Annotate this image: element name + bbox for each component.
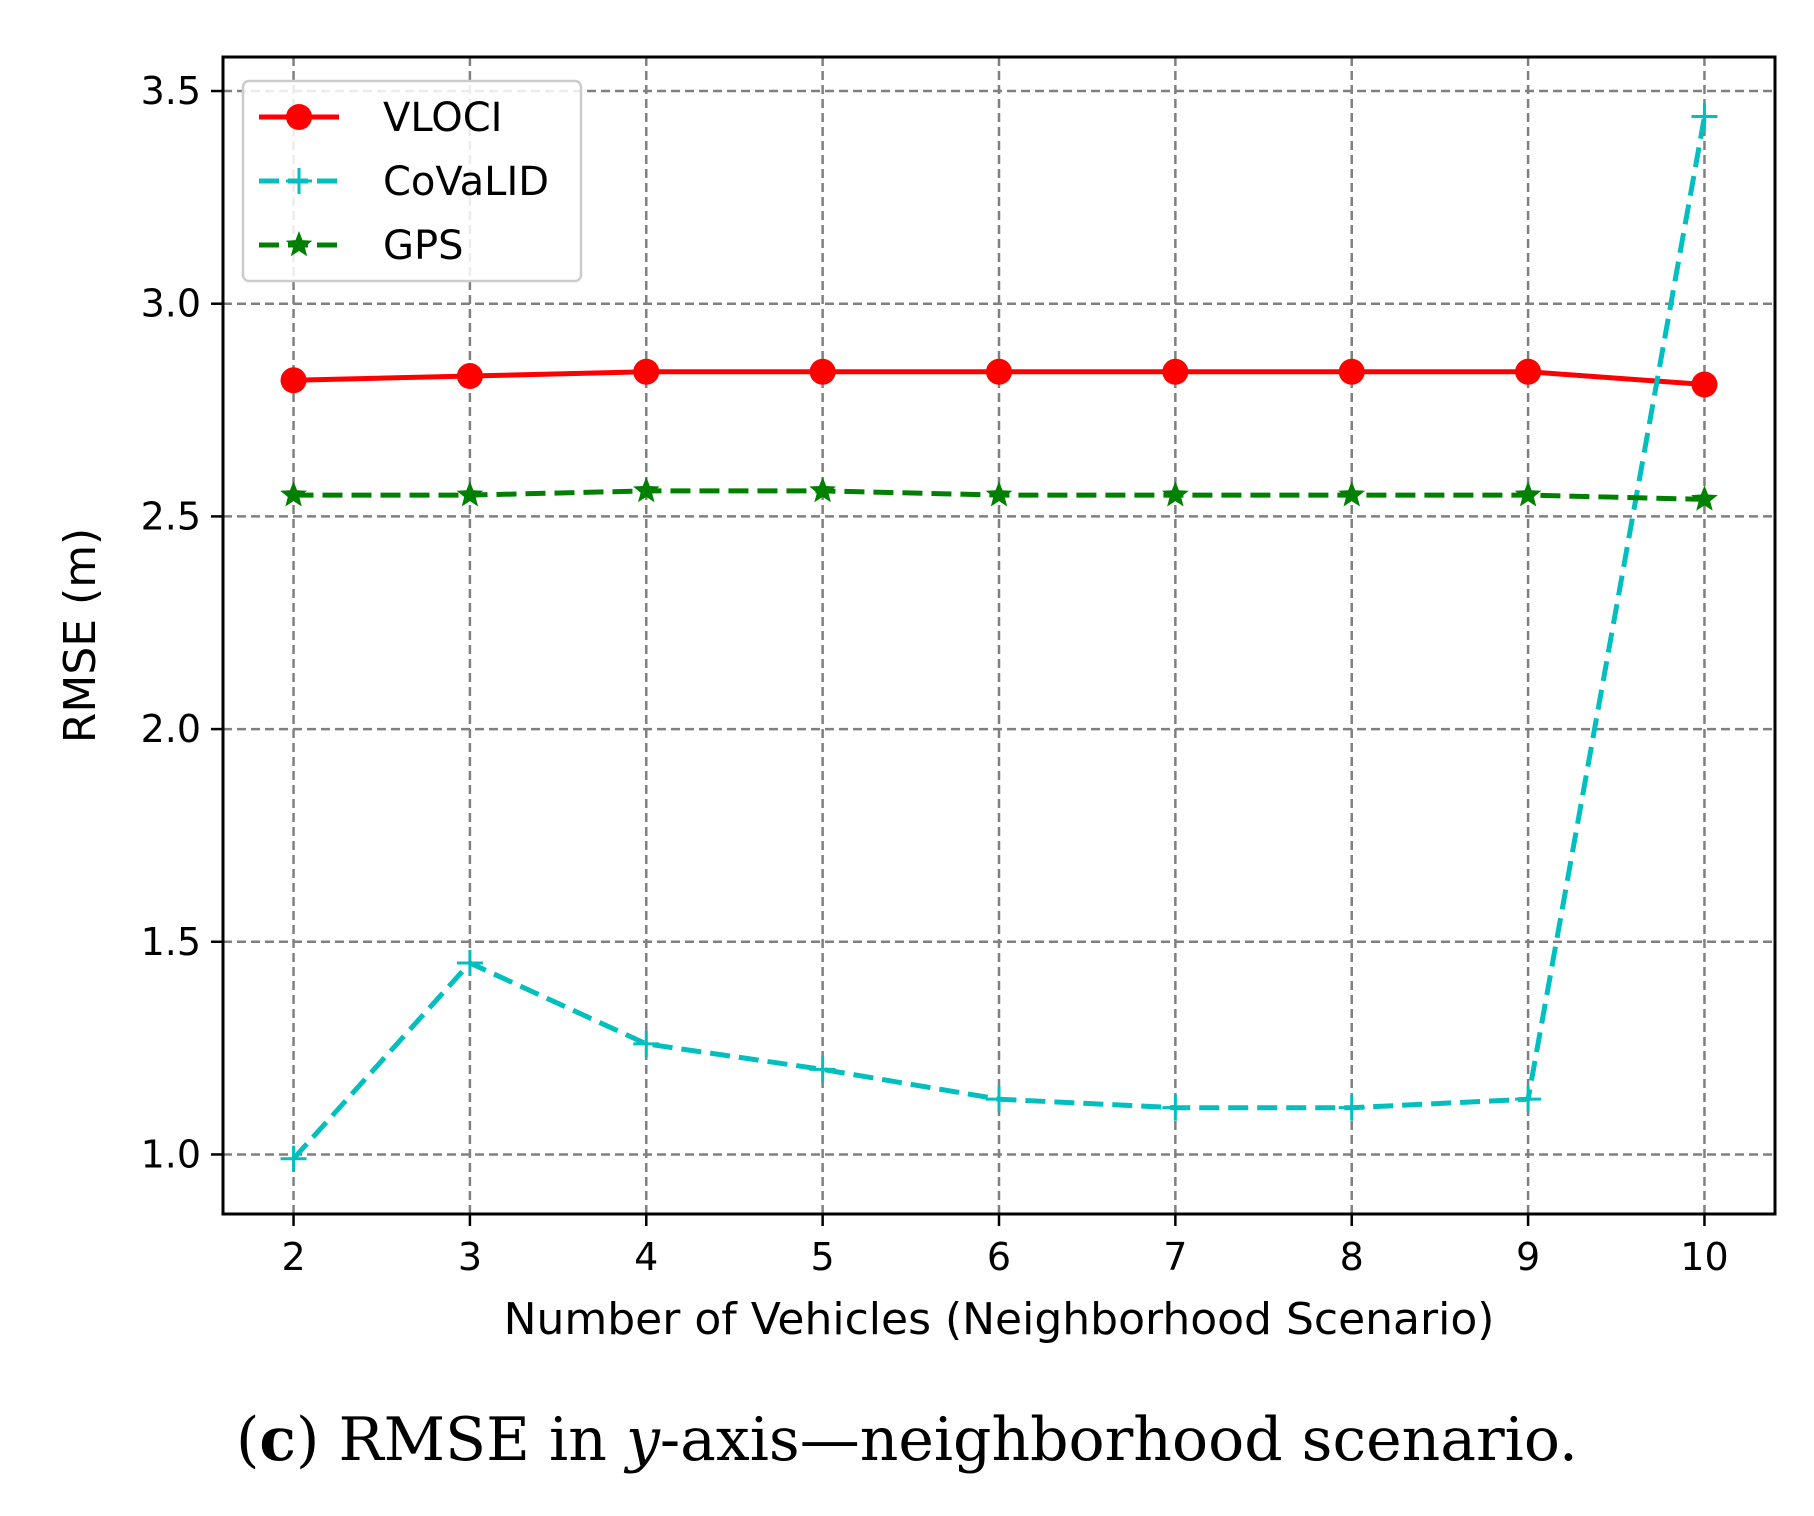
y-tick-label: 3.0 — [141, 282, 201, 326]
point-gps — [985, 481, 1013, 507]
figure-caption: (c) RMSE in y-axis—neighborhood scenario… — [0, 1405, 1814, 1475]
x-axis-label: Number of Vehicles (Neighborhood Scenari… — [504, 1294, 1495, 1345]
grid-lines — [223, 57, 1775, 1214]
x-tick-label: 2 — [281, 1235, 305, 1279]
point-gps — [633, 476, 660, 503]
point-gps — [1338, 481, 1365, 507]
legend-marker-vloci — [286, 104, 312, 130]
point-gps — [809, 476, 836, 503]
legend-label-covalid: CoVaLID — [383, 159, 549, 205]
legend-label-gps: GPS — [383, 223, 464, 269]
x-tick-label: 4 — [634, 1235, 658, 1279]
y-tick-label: 2.5 — [141, 494, 201, 538]
series-gps — [280, 476, 1718, 511]
point-vloci — [1515, 358, 1542, 385]
y-tick-label: 1.5 — [141, 920, 201, 964]
x-tick-label: 7 — [1163, 1235, 1187, 1279]
x-tick-label: 6 — [987, 1235, 1011, 1279]
caption-text-2: -axis—neighborhood scenario. — [659, 1405, 1579, 1475]
point-gps — [1514, 481, 1542, 507]
point-vloci — [1162, 358, 1189, 385]
point-covalid — [1691, 103, 1718, 130]
point-gps — [456, 481, 484, 507]
y-tick-label: 3.5 — [141, 69, 201, 113]
caption-open: ( — [235, 1405, 260, 1475]
x-tick-label: 5 — [811, 1235, 835, 1279]
point-vloci — [1338, 358, 1365, 385]
y-tick-label: 1.0 — [141, 1132, 201, 1176]
point-gps — [280, 481, 307, 507]
y-tick-label: 2.0 — [141, 707, 201, 751]
point-vloci — [633, 358, 660, 385]
point-covalid — [809, 1056, 836, 1083]
x-tick-label: 8 — [1340, 1235, 1364, 1279]
caption-close: ) — [295, 1405, 339, 1475]
point-vloci — [456, 363, 483, 390]
legend-box — [241, 79, 583, 283]
point-vloci — [809, 358, 836, 385]
point-vloci — [1691, 371, 1718, 398]
line-chart: 2 3 4 5 6 7 8 9 10 1.0 1.5 2.0 2.5 3.0 3.5 VLOCI CoVaLI… — [55, 55, 1777, 1345]
caption-italic: y — [625, 1405, 660, 1475]
x-tick-label: 3 — [458, 1235, 482, 1279]
point-covalid — [986, 1086, 1012, 1113]
point-covalid — [280, 1145, 307, 1172]
point-covalid — [1162, 1094, 1189, 1121]
caption-text-1: RMSE in — [338, 1405, 626, 1475]
point-covalid — [1515, 1086, 1542, 1113]
point-vloci — [986, 358, 1012, 385]
point-covalid — [456, 950, 483, 977]
point-gps — [1691, 485, 1718, 511]
series-layer — [280, 103, 1718, 1172]
y-axis-label: RMSE (m) — [55, 528, 106, 743]
series-covalid — [280, 103, 1718, 1172]
legend-marker-gps — [285, 231, 313, 257]
legend: VLOCI CoVaLID GPS — [241, 79, 583, 283]
point-vloci — [280, 367, 307, 394]
point-covalid — [1338, 1094, 1365, 1121]
point-covalid — [633, 1030, 660, 1057]
point-gps — [1162, 481, 1189, 507]
legend-marker-covalid — [286, 168, 312, 194]
x-tick-label: 10 — [1680, 1235, 1728, 1279]
legend-label-vloci: VLOCI — [383, 95, 502, 141]
axis-ticks: 2 3 4 5 6 7 8 9 10 1.0 1.5 2.0 2.5 3.0 3.5 — [141, 69, 1729, 1279]
caption-letter: c — [259, 1405, 296, 1475]
x-tick-label: 9 — [1516, 1235, 1540, 1279]
series-vloci — [280, 358, 1718, 398]
